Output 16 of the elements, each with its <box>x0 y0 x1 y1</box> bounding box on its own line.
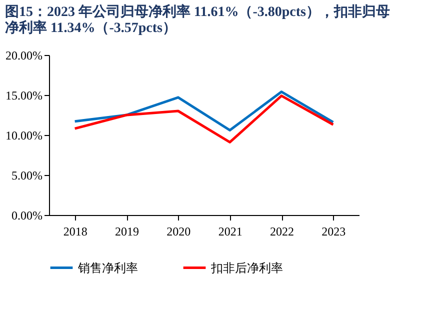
legend-label: 销售净利率 <box>77 260 138 275</box>
y-tick-label: 0.00% <box>12 208 42 222</box>
x-tick-label: 2022 <box>270 224 294 238</box>
y-tick-label: 15.00% <box>6 88 42 102</box>
chart-title: 图15：2023 年公司归母净利率 11.61%（-3.80pcts），扣非归母净利率 11.34%（-3.57pcts） <box>5 3 390 36</box>
x-tick-label: 2023 <box>322 224 346 238</box>
x-tick-label: 2020 <box>166 224 191 238</box>
y-tick-label: 5.00% <box>12 168 42 182</box>
line-series <box>74 90 334 132</box>
x-tick-label: 2018 <box>63 224 88 238</box>
legend-label: 扣非后净利率 <box>210 260 283 275</box>
x-tick-label: 2021 <box>218 224 242 238</box>
y-tick-label: 20.00% <box>6 48 42 62</box>
y-tick-label: 10.00% <box>6 128 42 142</box>
line-series <box>74 94 334 144</box>
x-tick-label: 2019 <box>115 224 139 238</box>
